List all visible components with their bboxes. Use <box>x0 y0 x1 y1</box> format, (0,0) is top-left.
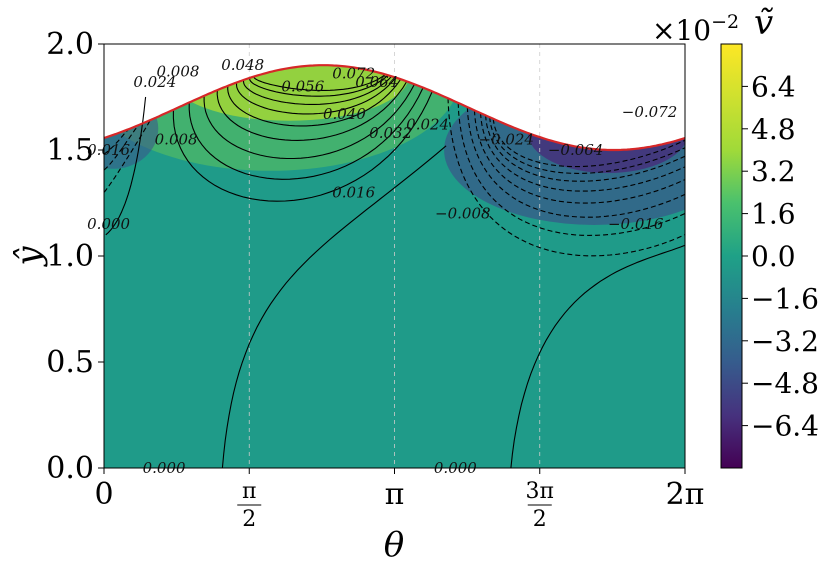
x-tick-denominator: 2 <box>242 507 256 532</box>
colorbar-tick-label: −4.8 <box>751 367 819 400</box>
contour-label: 0.048 <box>221 56 264 74</box>
contour-left-neg-1 <box>104 124 140 171</box>
contour-pos-008 <box>172 91 433 202</box>
contour-label: 0.064 <box>355 73 398 91</box>
contour-label: 0.072 <box>332 65 375 83</box>
contour-neg-024 <box>466 107 685 218</box>
contour-pos-016 <box>188 87 424 180</box>
contour-label: −0.008 <box>435 205 491 223</box>
contour-pos-064 <box>249 74 389 97</box>
contour-label: 0.024 <box>406 116 449 134</box>
y-tick-label: 0.5 <box>46 345 94 380</box>
contour-label: 0.008 <box>156 63 199 81</box>
colorbar-tick-label: −1.6 <box>751 282 819 315</box>
colorbar-scale-exponent: −2 <box>711 11 739 33</box>
contour-label: −0.072 <box>622 103 678 121</box>
colorbar-bar <box>720 43 743 469</box>
contour-neg-032 <box>473 110 685 204</box>
colorbar-scale: ×10−2 <box>652 11 739 47</box>
contour-label: −0.016 <box>608 215 664 233</box>
contour-neg-048 <box>485 115 685 182</box>
contour-pos-032 <box>216 81 408 141</box>
colorbar-ticks: 6.4 4.8 3.2 1.6 0.0 −1.6 −3.2 −4.8 −6.4 <box>742 70 819 443</box>
x-tick-label: π <box>385 477 405 512</box>
contour-label: 0.000 <box>87 215 130 233</box>
x-tick-numerator: π <box>242 479 256 504</box>
colorbar-tick-label: 0.0 <box>751 240 796 273</box>
contour-label: 0.032 <box>369 124 412 142</box>
contour-neg-016 <box>457 102 685 236</box>
contour-pos-024 <box>203 83 415 160</box>
contour-label: 0.008 <box>155 130 198 148</box>
contour-pos-040 <box>227 78 402 127</box>
contour-label: 0.016 <box>87 141 130 159</box>
contour-label: 0.016 <box>332 183 375 201</box>
contour-pos-048 <box>235 77 397 115</box>
contour-lines <box>104 74 685 468</box>
contour-neg-040 <box>479 113 685 192</box>
contour-neg-008 <box>447 98 685 257</box>
x-tick-label: 0 <box>94 477 113 512</box>
boundary-curve <box>103 64 686 152</box>
x-axis-title: θ <box>384 525 404 565</box>
contour-pos-056 <box>242 75 392 105</box>
colorbar-tick-label: 4.8 <box>751 113 796 146</box>
contour-labels: 0.000 0.0000.0000.0080.0160.0160.0240.008… <box>87 56 677 477</box>
grid-lines <box>104 44 685 468</box>
contour-label: 0.040 <box>323 105 366 123</box>
y-tick-label: 1.5 <box>46 133 94 168</box>
y-tick-label: 0.0 <box>46 451 94 486</box>
y-axis-title: ŷ <box>9 246 49 268</box>
contour-neg-064 <box>492 118 685 168</box>
x-tick-numerator: 3π <box>526 479 554 504</box>
contour-zero-1 <box>221 145 447 468</box>
contour-zero-3 <box>105 96 147 236</box>
contour-pos-072 <box>253 74 386 91</box>
contour-zero-2 <box>510 244 685 468</box>
y-tick-label: 2.0 <box>46 27 94 62</box>
colorbar-tick-label: −3.2 <box>751 325 819 358</box>
contour-left-neg-0 <box>104 119 151 193</box>
colorbar-title: ṽ <box>754 3 774 43</box>
contour-label: 0.024 <box>133 73 176 91</box>
contour-label: −0.064 <box>548 141 604 159</box>
contour-label: −0.024 <box>478 130 534 148</box>
y-tick-label: 1.0 <box>46 239 94 274</box>
colorbar-tick-label: 6.4 <box>751 70 796 103</box>
y-axis: 0.0 0.5 1.0 1.5 2.0 <box>46 27 104 486</box>
contour-label: 0.056 <box>281 77 324 95</box>
colorbar-tick-label: 1.6 <box>751 198 796 231</box>
colorbar-tick-label: 3.2 <box>751 155 796 188</box>
x-tick-denominator: 2 <box>533 507 547 532</box>
contour-neg-056 <box>489 117 685 174</box>
colorbar: 6.4 4.8 3.2 1.6 0.0 −1.6 −3.2 −4.8 −6.4 ×10−2 ṽ <box>652 3 819 469</box>
x-tick-label: 2π <box>666 477 705 512</box>
colorbar-tick-label: −6.4 <box>751 410 819 443</box>
